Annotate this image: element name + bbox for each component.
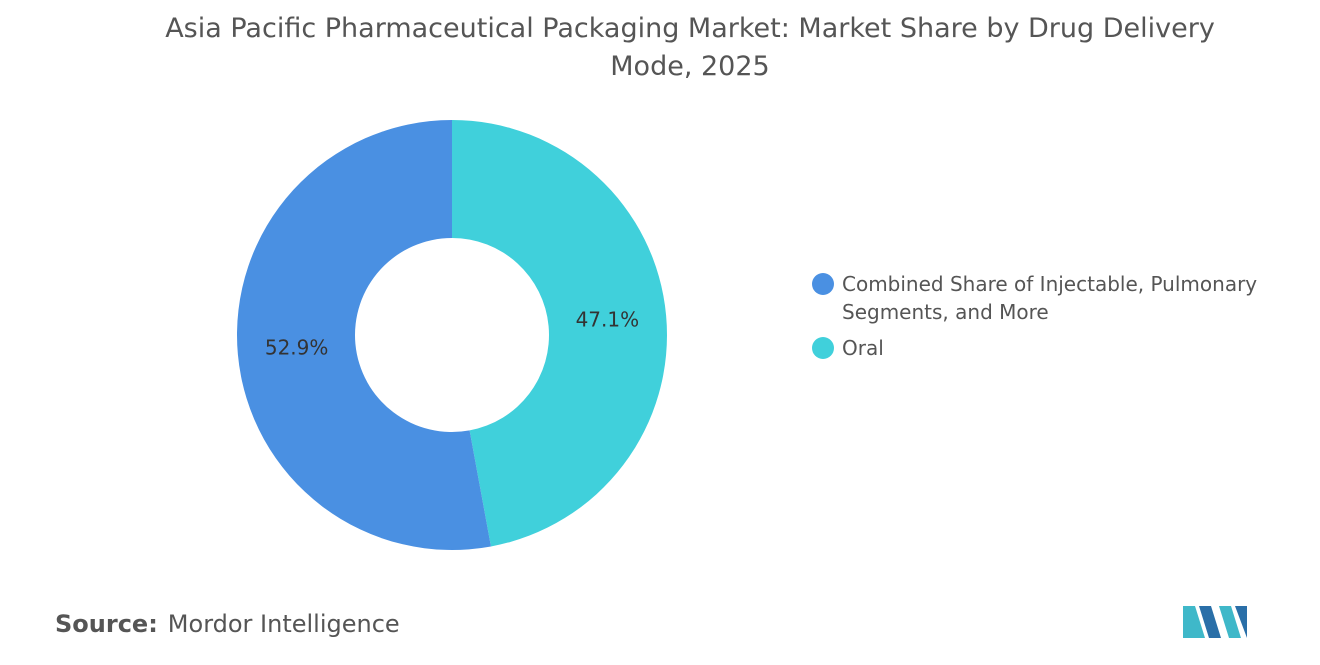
- legend-item: Oral: [812, 334, 1282, 362]
- data-label: 52.9%: [265, 336, 329, 360]
- chart-title: Asia Pacific Pharmaceutical Packaging Ma…: [165, 13, 1215, 82]
- source-text: Mordor Intelligence: [167, 610, 400, 638]
- pie-slice: [236, 120, 491, 551]
- pie-slice: [452, 120, 667, 547]
- source-label: Source:: [55, 610, 158, 638]
- logo: [1183, 606, 1247, 638]
- source: Source: Mordor Intelligence: [55, 610, 400, 638]
- data-label: 47.1%: [576, 307, 640, 331]
- legend-swatch: [812, 337, 834, 359]
- legend-item: Combined Share of Injectable, Pulmonary …: [812, 270, 1282, 326]
- legend-swatch: [812, 273, 834, 295]
- legend: Combined Share of Injectable, Pulmonary …: [812, 270, 1282, 370]
- legend-label: Combined Share of Injectable, Pulmonary …: [842, 272, 1258, 324]
- legend-label: Oral: [842, 336, 884, 360]
